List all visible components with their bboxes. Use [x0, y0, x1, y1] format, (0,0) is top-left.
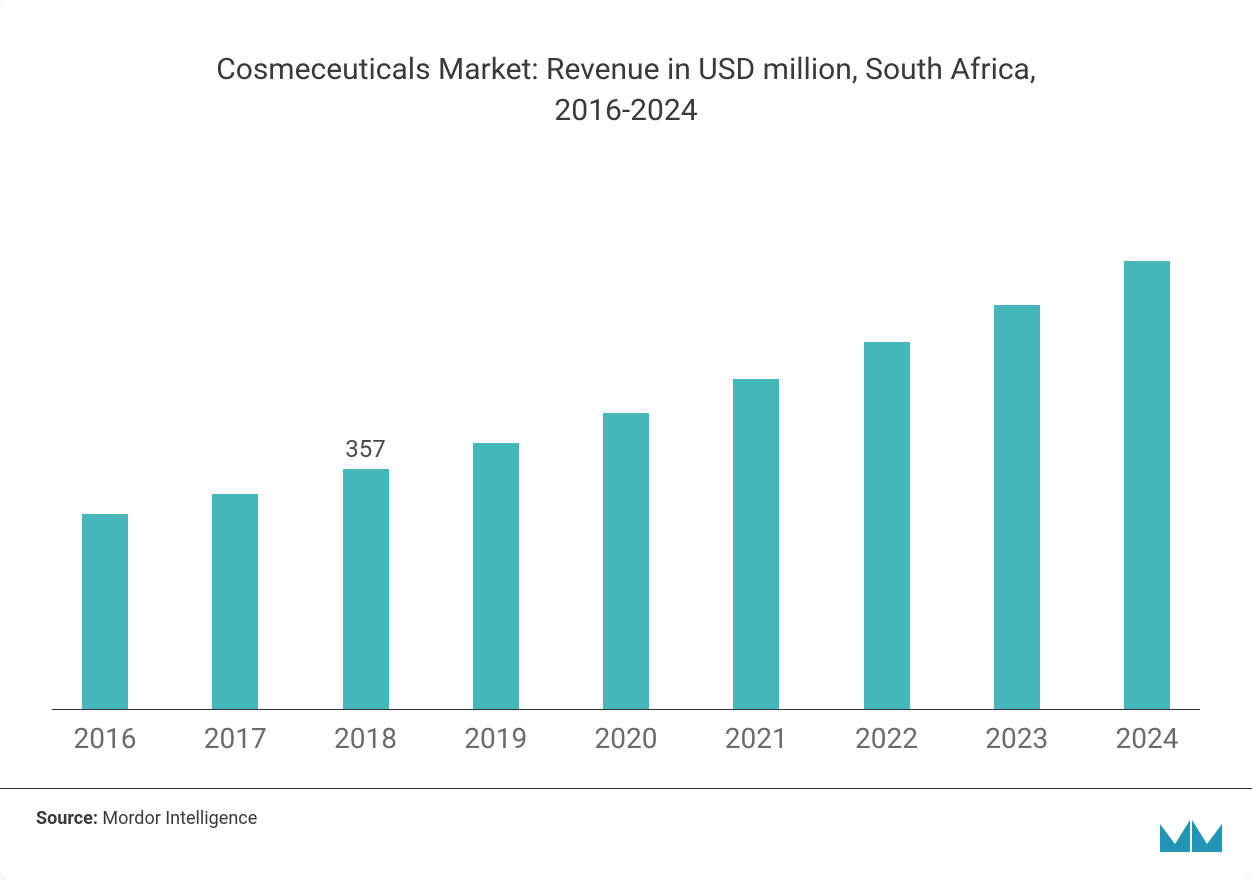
bar-slot: [603, 413, 649, 710]
source-label: Source:: [36, 808, 98, 829]
x-tick-label: 2021: [713, 722, 799, 755]
x-tick-label: 2018: [323, 722, 409, 755]
bar-2018: [343, 469, 389, 710]
x-tick-label: 2016: [62, 722, 148, 755]
bar-2023: [994, 305, 1040, 710]
footer-divider: [0, 788, 1252, 789]
bar-slot: [1124, 261, 1170, 710]
source-attribution: Source: Mordor Intelligence: [36, 808, 257, 829]
bar-2024: [1124, 261, 1170, 710]
bar-2022: [864, 342, 910, 710]
x-tick-label: 2019: [453, 722, 539, 755]
bar-slot: [733, 379, 779, 710]
bar-2017: [212, 494, 258, 710]
bar-2019: [473, 443, 519, 710]
source-value: Mordor Intelligence: [102, 808, 257, 829]
x-tick-label: 2023: [974, 722, 1060, 755]
bar-2021: [733, 379, 779, 710]
x-axis-line: [52, 709, 1200, 710]
mordor-logo-icon: [1158, 814, 1224, 854]
bar-value-label: 357: [345, 435, 385, 463]
bar-slot: [864, 342, 910, 710]
plot-area: 357: [52, 170, 1200, 710]
bar-2016: [82, 514, 128, 710]
x-axis-labels: 2016 2017 2018 2019 2020 2021 2022 2023 …: [52, 722, 1200, 755]
bar-slot: [994, 305, 1040, 710]
chart-canvas: Cosmeceuticals Market: Revenue in USD mi…: [0, 0, 1252, 880]
x-tick-label: 2022: [844, 722, 930, 755]
x-tick-label: 2017: [192, 722, 278, 755]
x-tick-label: 2024: [1104, 722, 1190, 755]
bar-slot: 357: [343, 469, 389, 710]
x-tick-label: 2020: [583, 722, 669, 755]
chart-title: Cosmeceuticals Market: Revenue in USD mi…: [0, 50, 1252, 131]
bars-container: 357: [52, 170, 1200, 710]
bar-2020: [603, 413, 649, 710]
bar-slot: [212, 494, 258, 710]
bar-slot: [82, 514, 128, 710]
bar-slot: [473, 443, 519, 710]
